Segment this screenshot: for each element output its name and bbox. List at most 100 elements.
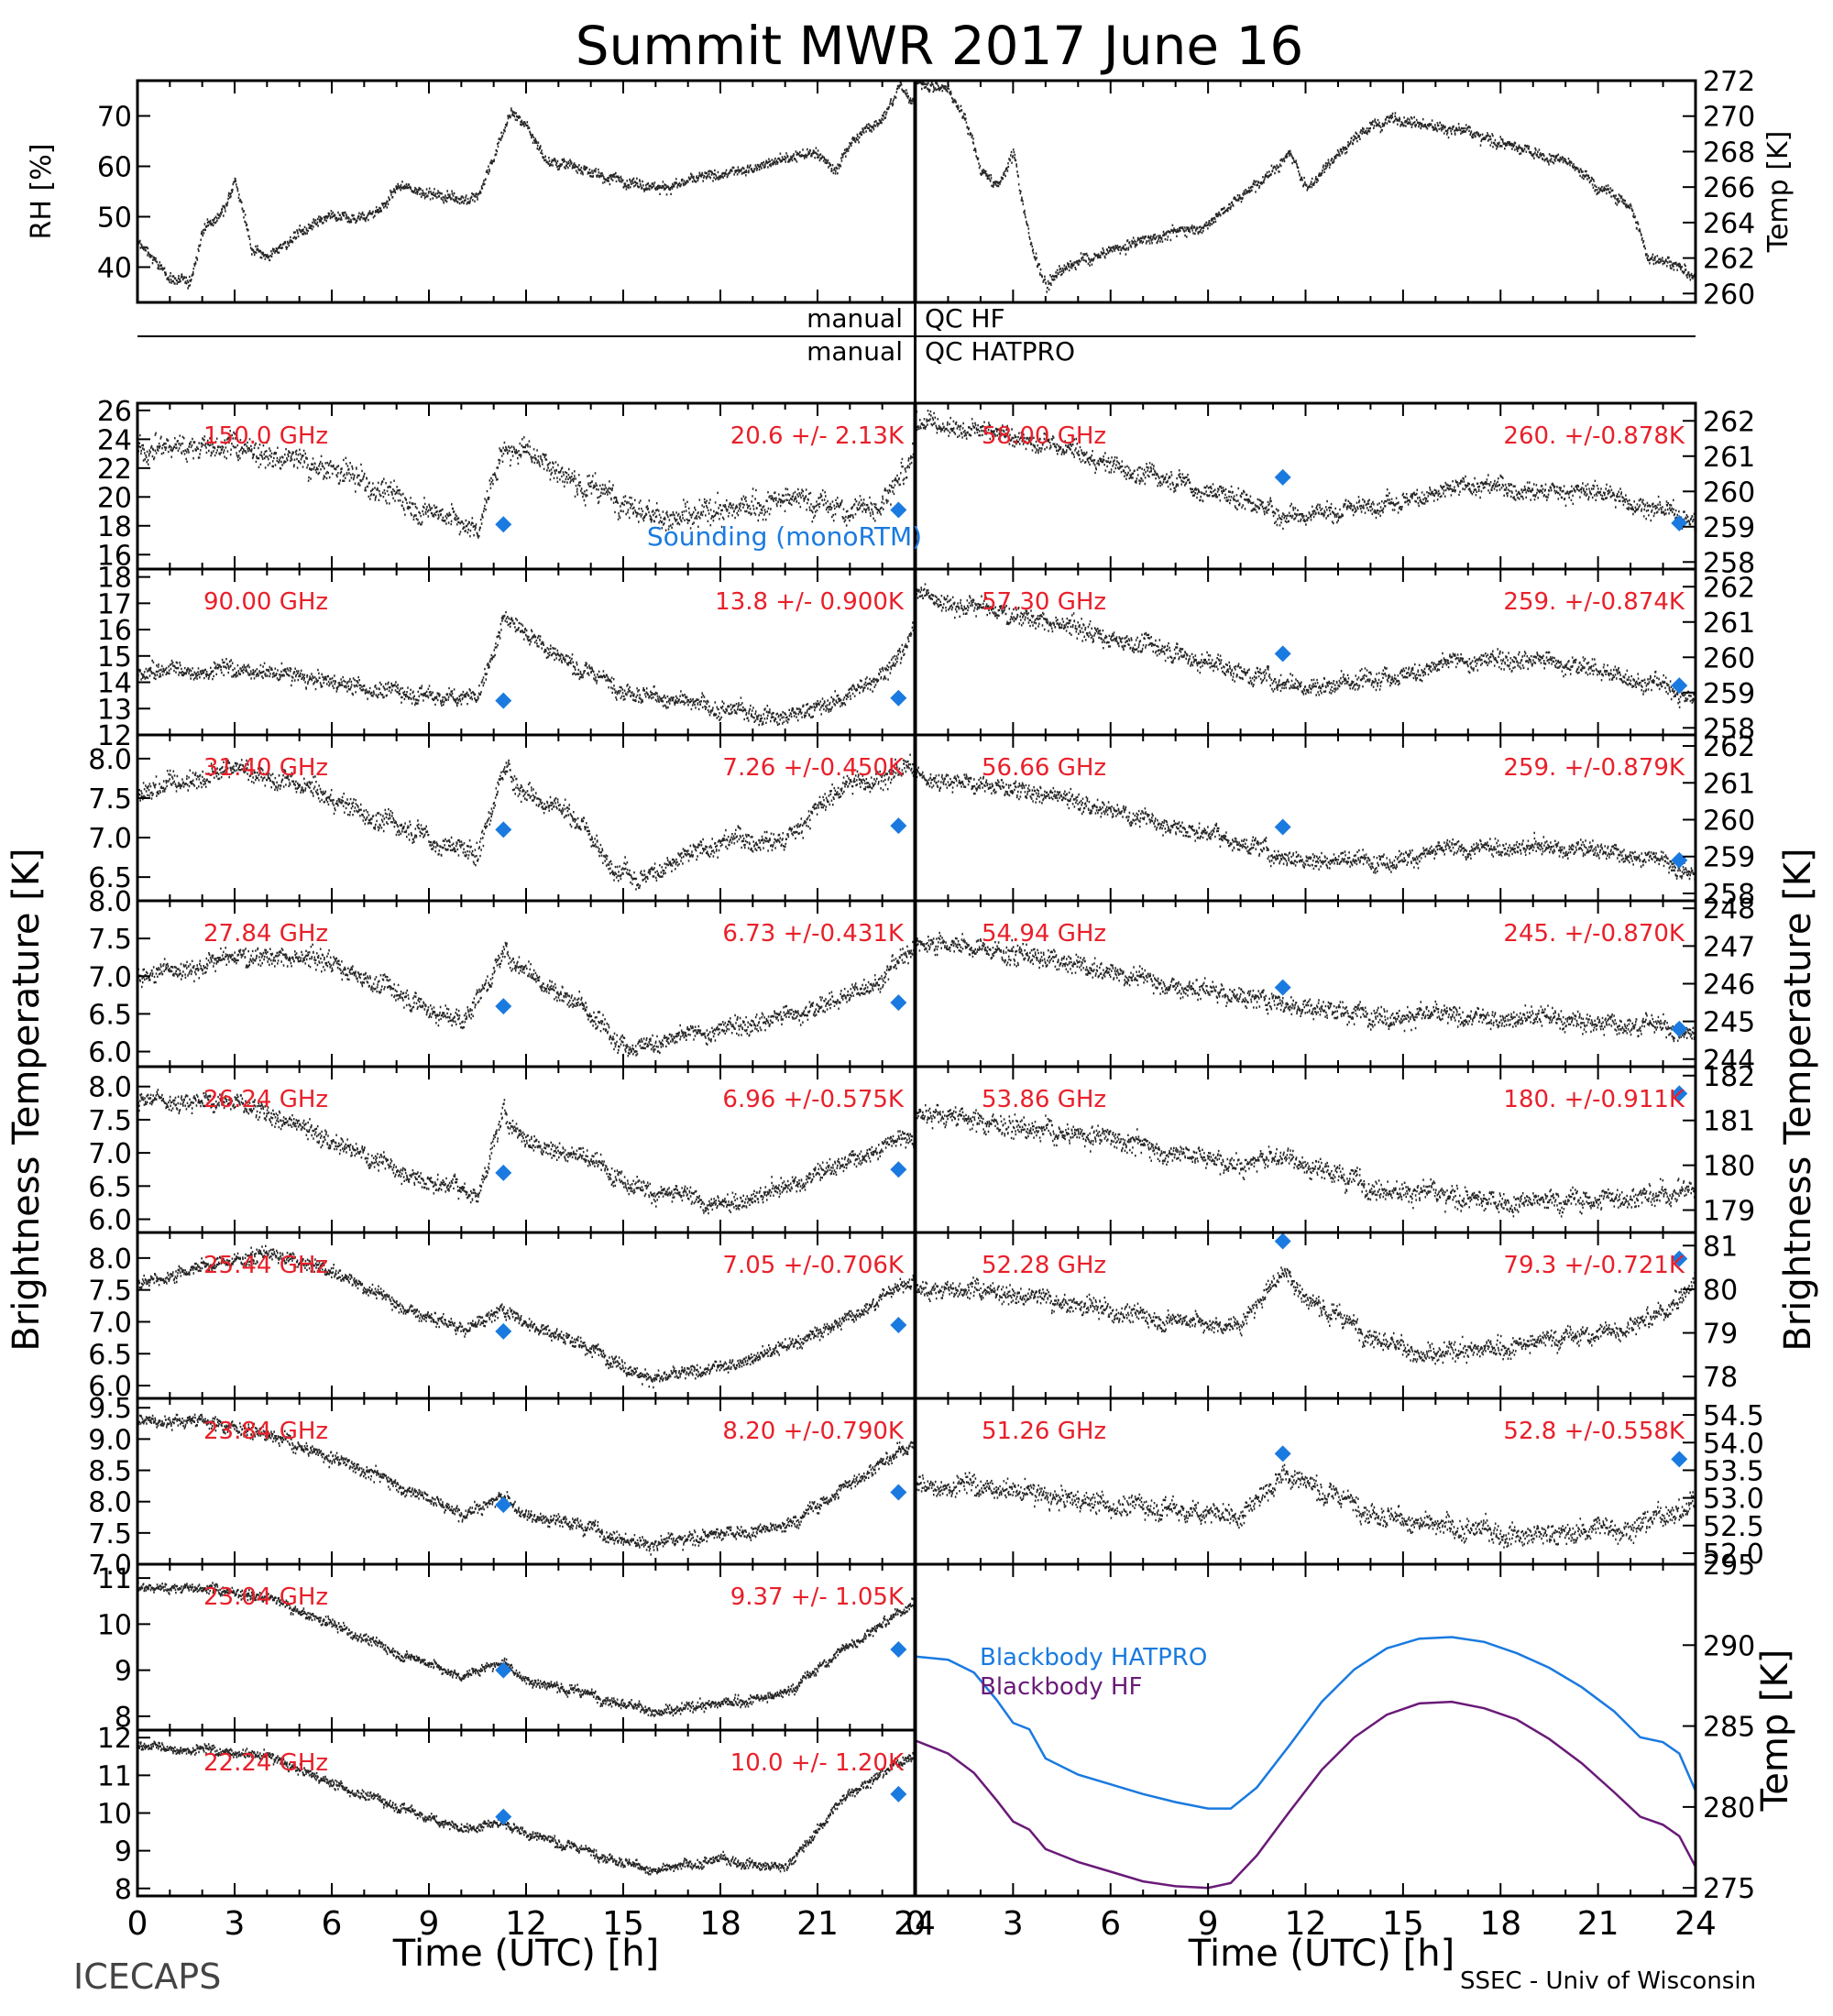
panel-ylabel: RH [%] (26, 144, 58, 240)
x-tick-label: 12 (1285, 1905, 1327, 1943)
y-tick-label: 179 (1703, 1196, 1755, 1228)
sounding-marker (1274, 818, 1291, 836)
y-tick-label: 52.0 (1703, 1539, 1764, 1571)
y-tick-label: 6.5 (88, 862, 132, 894)
panel-right-5: 78 79 80 81 52.28 GHz 79.3 +/-0.721K (914, 1231, 1738, 1400)
sounding-marker (495, 1164, 512, 1181)
y-tick-label: 8.0 (88, 886, 132, 918)
data-trace (137, 1740, 916, 1876)
data-trace (137, 1089, 916, 1215)
y-tick-label: 7.0 (88, 1138, 132, 1170)
y-tick-label: 18 (97, 511, 132, 543)
x-tick-label: 18 (1479, 1905, 1521, 1943)
channel-label: 26.24 GHz (203, 1086, 328, 1113)
y-tick-label: 259 (1703, 842, 1755, 874)
sounding-marker (495, 516, 512, 533)
x-tick-label: 15 (1382, 1905, 1424, 1943)
series-line-1 (915, 1700, 1697, 1890)
y-tick-label: 17 (97, 588, 132, 620)
panel-frame (136, 79, 916, 304)
channel-stat: 180. +/-0.911K (1503, 1086, 1685, 1113)
y-tick-label: 54.0 (1703, 1428, 1764, 1460)
y-tick-label: 8.0 (88, 1072, 132, 1104)
footer-right: SSEC - Univ of Wisconsin (1460, 1967, 1756, 1995)
channel-label: 51.26 GHz (982, 1418, 1106, 1445)
sounding-marker (495, 1661, 512, 1679)
y-tick-label: 53.5 (1703, 1455, 1764, 1487)
y-tick-label: 272 (1703, 66, 1755, 98)
sounding-marker (1274, 1445, 1291, 1463)
data-trace (916, 931, 1696, 1043)
y-tick-label: 53.0 (1703, 1484, 1764, 1516)
y-tick-label: 8.0 (88, 1487, 132, 1519)
channel-label: 27.84 GHz (203, 920, 328, 948)
sounding-marker (890, 689, 907, 707)
channel-label: 31.40 GHz (203, 754, 328, 782)
x-tick-label: 9 (419, 1905, 440, 1943)
footer-left: ICECAPS (73, 1956, 221, 1997)
data-trace (916, 1463, 1697, 1549)
y-tick-label: 285 (1703, 1712, 1755, 1744)
chart-title: Summit MWR 2017 June 16 (576, 15, 1304, 77)
y-tick-label: 18 (97, 563, 132, 595)
data-trace (137, 82, 916, 290)
y-tick-label: 6.5 (88, 1339, 132, 1371)
y-tick-label: 261 (1703, 608, 1755, 640)
channel-stat: 79.3 +/-0.721K (1503, 1252, 1685, 1279)
y-tick-label: 8 (115, 1702, 132, 1734)
data-trace (137, 940, 916, 1057)
y-tick-label: 7.0 (88, 961, 132, 993)
channel-stat: 8.20 +/-0.790K (722, 1418, 905, 1445)
channel-label: 57.30 GHz (982, 588, 1106, 616)
x-tick-label: 24 (1674, 1905, 1717, 1943)
sounding-marker (1671, 677, 1688, 695)
y-tick-label: 9.5 (88, 1393, 132, 1425)
y-tick-label: 246 (1703, 970, 1755, 1002)
channel-label: 22.24 GHz (203, 1749, 328, 1777)
y-tick-label: 40 (97, 253, 132, 285)
y-tick-label: 259 (1703, 512, 1755, 544)
x-tick-label: 6 (322, 1905, 343, 1943)
x-axis-label-right: Time (UTC) [h] (1188, 1933, 1454, 1975)
y-tick-label: 52.5 (1703, 1511, 1764, 1543)
y-tick-label: 258 (1703, 879, 1755, 911)
sounding-marker (495, 1808, 512, 1825)
channel-label: 90.00 GHz (203, 588, 328, 616)
panel-frame (914, 79, 1697, 304)
y-tick-label: 290 (1703, 1630, 1755, 1662)
sounding-label: Sounding (monoRTM) (647, 521, 922, 552)
panel-right-2: 258 259 260 261 262 56.66 GHz 259. +/-0.879K (914, 731, 1755, 911)
y-tick-label: 245 (1703, 1007, 1755, 1039)
y-tick-label: 16 (97, 615, 132, 647)
y-tick-label: 6.0 (88, 1037, 132, 1069)
y-tick-label: 9 (115, 1836, 132, 1868)
sounding-marker (890, 1316, 907, 1333)
y-tick-label: 7.0 (88, 1307, 132, 1339)
y-tick-label: 258 (1703, 713, 1755, 745)
y-tick-label: 7.0 (88, 1550, 132, 1582)
y-tick-label: 12 (97, 720, 132, 752)
sounding-marker (890, 1161, 907, 1178)
sounding-marker (495, 1322, 512, 1340)
sounding-marker (890, 994, 907, 1012)
sounding-marker (890, 1484, 907, 1501)
y-tick-label: 7.5 (88, 1276, 132, 1308)
qc-hatpro-left-label: manual (807, 336, 903, 367)
sounding-marker (1274, 979, 1291, 996)
channel-stat: 259. +/-0.874K (1503, 588, 1685, 616)
x-tick-label: 9 (1198, 1905, 1219, 1943)
panel-frame (914, 1562, 1697, 1898)
data-trace (916, 1266, 1697, 1365)
y-axis-label-left: Brightness Temperature [K] (5, 848, 48, 1351)
sounding-marker (1274, 1233, 1291, 1250)
panel-left-5: 6.06.57.07.58.0 25.44 GHz 7.05 +/-0.706K (88, 1231, 916, 1403)
y-tick-label: 262 (1703, 731, 1755, 763)
y-tick-label: 54.5 (1703, 1400, 1764, 1432)
y-tick-label: 262 (1703, 406, 1755, 438)
sounding-marker (890, 1785, 907, 1802)
x-tick-label: 21 (1577, 1905, 1619, 1943)
y-tick-label: 7.5 (88, 924, 132, 956)
